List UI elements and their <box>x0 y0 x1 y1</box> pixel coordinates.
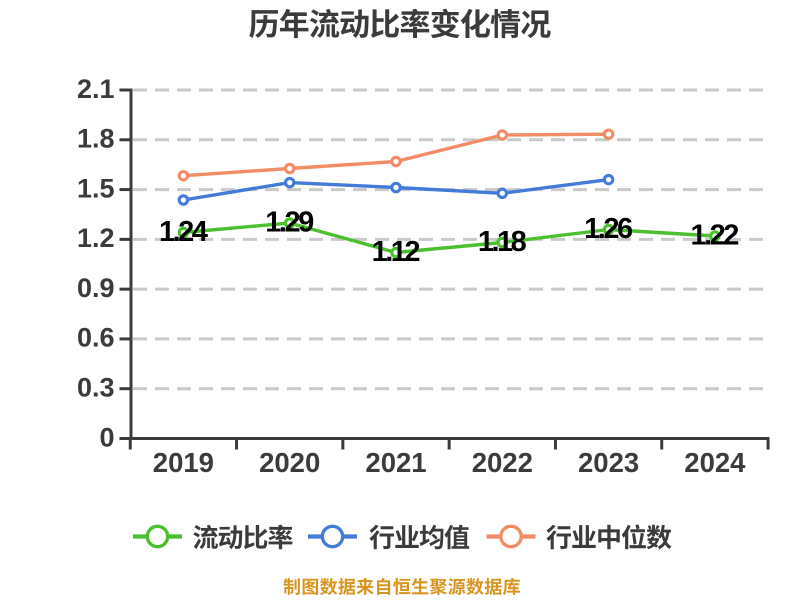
svg-text:1.2: 1.2 <box>77 223 115 253</box>
svg-text:2019: 2019 <box>153 447 214 478</box>
svg-text:0: 0 <box>99 422 114 452</box>
svg-text:2020: 2020 <box>259 447 320 478</box>
svg-text:2.1: 2.1 <box>77 74 115 104</box>
svg-text:2024: 2024 <box>684 447 746 478</box>
svg-text:0.6: 0.6 <box>77 323 115 353</box>
svg-text:1.8: 1.8 <box>77 124 115 154</box>
svg-text:1.22: 1.22 <box>690 220 738 252</box>
svg-text:1.26: 1.26 <box>584 213 633 245</box>
svg-text:1.5: 1.5 <box>77 173 115 203</box>
svg-text:1.12: 1.12 <box>372 236 420 268</box>
svg-text:0.9: 0.9 <box>77 273 115 303</box>
svg-text:2023: 2023 <box>578 447 639 478</box>
svg-text:1.29: 1.29 <box>265 207 314 239</box>
svg-text:1.18: 1.18 <box>478 226 527 258</box>
svg-text:2021: 2021 <box>365 447 426 478</box>
svg-text:1.24: 1.24 <box>159 216 208 248</box>
svg-text:2022: 2022 <box>472 447 533 478</box>
svg-text:0.3: 0.3 <box>77 373 115 403</box>
